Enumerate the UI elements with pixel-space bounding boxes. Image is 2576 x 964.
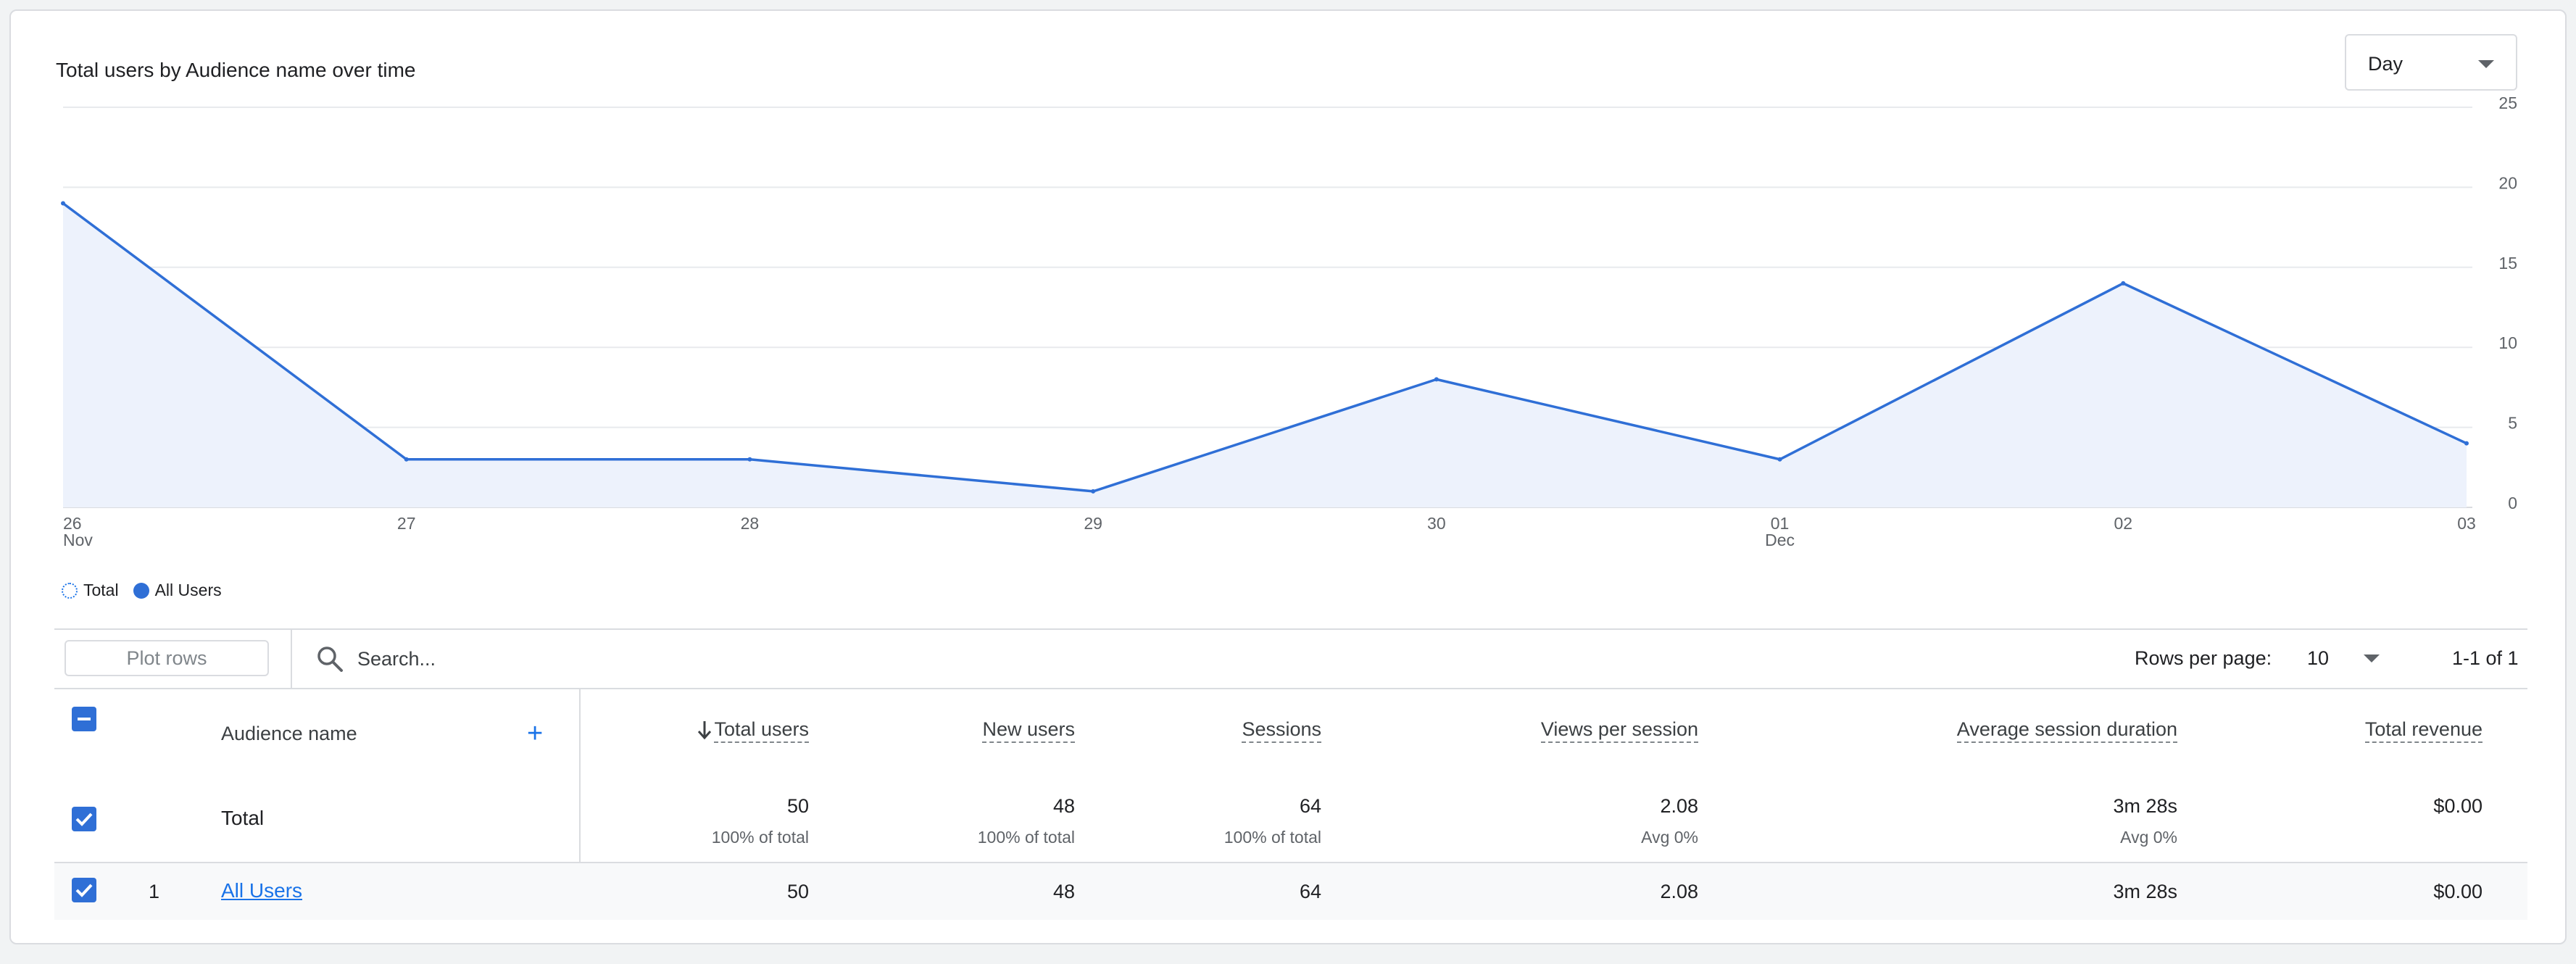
x-tick-label: 26 — [63, 514, 82, 533]
legend-item-total[interactable]: Total — [62, 581, 119, 600]
row-checkbox[interactable] — [72, 878, 96, 902]
data-point — [1777, 457, 1782, 462]
total-users-share: 100% of total — [711, 828, 809, 847]
series-line — [62, 202, 2467, 493]
dimension-header[interactable]: Audience name — [221, 723, 357, 744]
legend-label-all-users: All Users — [154, 581, 222, 599]
column-divider — [579, 688, 581, 920]
row-new-users: 48 — [1052, 881, 1075, 902]
y-tick-label: 25 — [2498, 94, 2517, 112]
total-row-label: Total — [221, 807, 265, 829]
check-icon — [75, 813, 93, 826]
row-index: 1 — [149, 881, 160, 902]
pagination-info: 1-1 of 1 — [2452, 647, 2519, 669]
chart-legend: Total All Users — [62, 581, 236, 600]
header-avg-session-duration[interactable]: Average session duration — [1956, 718, 2177, 743]
x-tick-label: 02 — [2114, 514, 2132, 533]
x-tick-month-label: Dec — [1765, 531, 1795, 549]
header-sessions[interactable]: Sessions — [1242, 718, 1321, 743]
total-total-users: 50 — [786, 795, 809, 817]
indeterminate-icon — [78, 718, 91, 720]
legend-item-all-users[interactable]: All Users — [133, 581, 222, 600]
data-point — [1091, 489, 1096, 494]
x-tick-label: 28 — [741, 514, 760, 533]
total-views-per-session: 2.08 — [1660, 795, 1698, 817]
chevron-down-icon — [2478, 60, 2494, 68]
row-avg-session-duration: 3m 28s — [2113, 881, 2177, 902]
header-total-users[interactable]: Total users — [714, 718, 809, 743]
new-users-share: 100% of total — [977, 828, 1075, 847]
row-total-revenue: $0.00 — [2433, 881, 2482, 902]
audience-link-all-users[interactable]: All Users — [221, 879, 303, 902]
y-tick-label: 15 — [2498, 254, 2517, 273]
row-total-users: 50 — [786, 881, 809, 902]
views-per-session-avg: Avg 0% — [1641, 828, 1698, 847]
check-icon — [75, 884, 93, 897]
x-tick-month-label: Nov — [63, 531, 93, 549]
data-point — [404, 457, 409, 462]
rows-per-page-select[interactable]: 10 — [2307, 647, 2330, 669]
y-tick-label: 0 — [2508, 494, 2517, 512]
total-total-revenue: $0.00 — [2433, 795, 2482, 817]
search-input[interactable] — [356, 641, 1229, 676]
header-total-revenue[interactable]: Total revenue — [2364, 718, 2482, 743]
data-point — [747, 457, 752, 462]
toolbar-divider — [291, 630, 292, 688]
x-tick-label: 27 — [397, 514, 416, 533]
period-dropdown[interactable]: Day — [2345, 34, 2517, 91]
table-row — [54, 863, 2527, 920]
row-divider — [54, 862, 2527, 863]
total-avg-session-duration: 3m 28s — [2113, 795, 2177, 817]
data-point — [2464, 441, 2469, 446]
x-tick-label: 30 — [1427, 514, 1446, 533]
chevron-down-icon[interactable] — [2364, 655, 2380, 662]
period-value: Day — [2368, 53, 2403, 75]
total-sessions: 64 — [1299, 795, 1321, 817]
data-point — [1434, 377, 1439, 382]
sessions-share: 100% of total — [1223, 828, 1321, 847]
report-card: Total users by Audience name over time D… — [9, 9, 2567, 944]
x-tick-label: 01 — [1771, 514, 1790, 533]
search-icon — [317, 647, 343, 672]
avg-session-duration-avg: Avg 0% — [2120, 828, 2177, 847]
total-new-users: 48 — [1052, 795, 1075, 817]
y-tick-label: 20 — [2498, 173, 2517, 192]
series-area — [63, 203, 2467, 507]
data-point — [61, 201, 65, 206]
rows-per-page-label: Rows per page: — [2135, 647, 2272, 669]
filled-circle-icon — [133, 582, 149, 599]
dotted-circle-icon — [62, 582, 78, 599]
table-toolbar: Plot rows Rows per page: 10 1-1 of 1 — [54, 628, 2527, 689]
y-tick-label: 10 — [2498, 333, 2517, 352]
add-dimension-icon[interactable]: + — [527, 718, 544, 749]
row-sessions: 64 — [1299, 881, 1321, 902]
x-tick-label: 29 — [1084, 514, 1102, 533]
data-point — [2121, 281, 2126, 286]
plot-rows-button[interactable]: Plot rows — [65, 640, 269, 676]
arrow-down-icon[interactable] — [697, 720, 712, 740]
total-row-checkbox[interactable] — [72, 807, 96, 831]
y-tick-label: 5 — [2508, 414, 2517, 433]
header-views-per-session[interactable]: Views per session — [1540, 718, 1698, 743]
select-all-checkbox[interactable] — [72, 707, 96, 731]
chart-title: Total users by Audience name over time — [56, 59, 416, 81]
row-views-per-session: 2.08 — [1660, 881, 1698, 902]
header-new-users[interactable]: New users — [982, 718, 1075, 743]
legend-label-total: Total — [83, 581, 119, 599]
x-tick-label: 03 — [2457, 514, 2476, 533]
